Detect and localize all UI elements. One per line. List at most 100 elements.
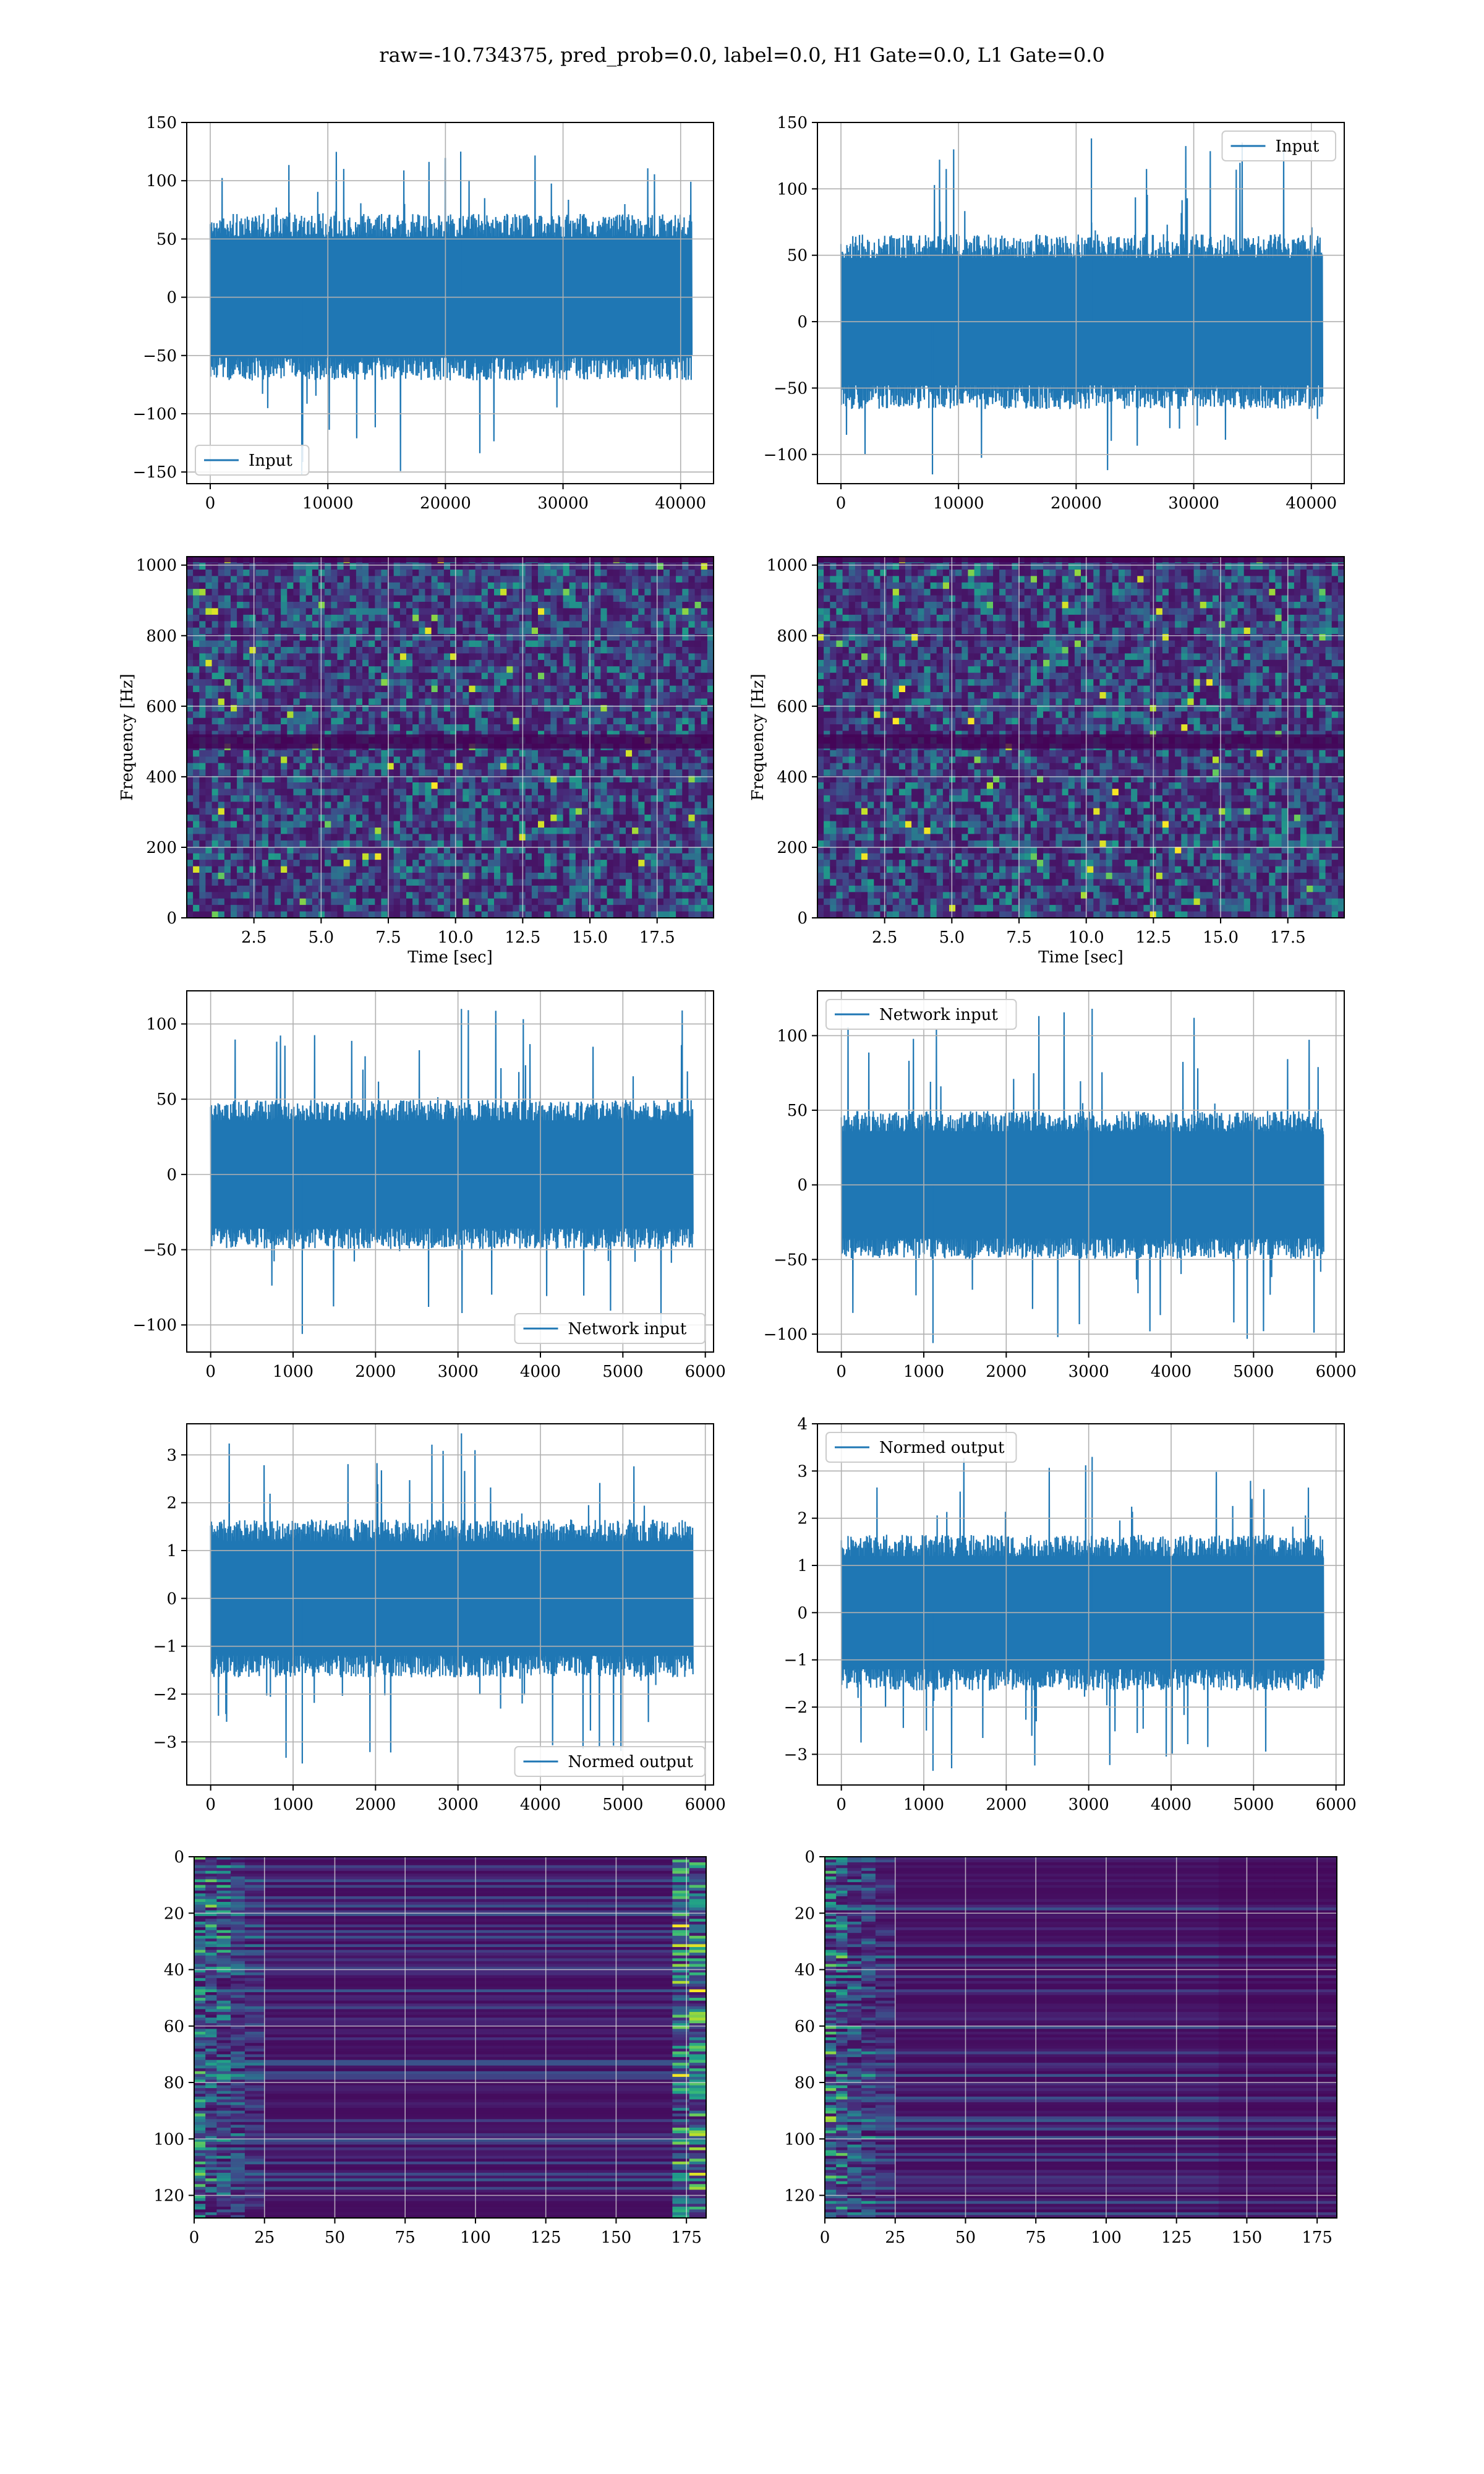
heatmap-cell [205, 795, 213, 802]
heatmap-cell [387, 634, 394, 641]
heatmap-cell [644, 828, 652, 834]
heatmap-cell [513, 704, 520, 712]
heatmap-cell [387, 782, 394, 789]
heatmap-cell [387, 840, 394, 847]
heatmap-cell [337, 789, 344, 796]
heatmap-cell [255, 711, 263, 719]
heatmap-cell [224, 879, 231, 886]
heatmap-cell [293, 679, 301, 687]
heatmap-cell [443, 621, 451, 628]
heatmap-cell [243, 911, 250, 918]
heatmap-cell [299, 595, 307, 602]
heatmap-cell [563, 679, 570, 687]
heatmap-cell [268, 763, 275, 770]
heatmap-cell [688, 789, 696, 796]
heatmap-cell [582, 769, 589, 777]
heatmap-cell [830, 750, 837, 757]
heatmap-cell [218, 730, 225, 738]
heatmap-cell [318, 717, 325, 725]
heatmap-cell [381, 828, 388, 834]
heatmap-cell [594, 653, 601, 661]
heatmap-cell [399, 563, 407, 570]
heatmap-cell [381, 640, 388, 648]
heatmap-cell [275, 866, 281, 873]
heatmap-cell [287, 905, 294, 912]
heatmap-cell [437, 589, 445, 596]
heatmap-cell [375, 724, 382, 732]
heatmap-cell [393, 595, 401, 602]
heatmap-cell [544, 808, 551, 815]
heatmap-cell [437, 873, 445, 880]
heatmap-cell [369, 860, 375, 867]
heatmap-cell [218, 666, 225, 674]
heatmap-cell [211, 627, 219, 635]
heatmap-cell [318, 640, 325, 648]
heatmap-cell [356, 847, 363, 854]
heatmap-cell [600, 905, 608, 912]
heatmap-cell [218, 602, 225, 609]
heatmap-cell [644, 698, 652, 706]
heatmap-cell [375, 789, 382, 796]
heatmap-cell [469, 704, 476, 712]
heatmap-cell [349, 834, 357, 841]
heatmap-cell [343, 789, 351, 796]
heatmap-cell [582, 905, 589, 912]
heatmap-cell [218, 840, 225, 847]
heatmap-cell [632, 569, 639, 576]
heatmap-cell [707, 627, 714, 635]
heatmap-cell [318, 685, 325, 693]
heatmap-cell [481, 659, 488, 667]
heatmap-cell [701, 750, 708, 757]
heatmap-cell [287, 898, 294, 905]
heatmap-cell [218, 692, 225, 699]
heatmap-cell [600, 879, 608, 886]
heatmap-cell [506, 666, 513, 674]
heatmap-cell [318, 704, 325, 712]
heatmap-cell [500, 685, 507, 693]
heatmap-cell [193, 724, 200, 732]
heatmap-cell [594, 821, 601, 828]
heatmap-cell [187, 724, 194, 732]
heatmap-cell [299, 672, 307, 680]
heatmap-cell [406, 853, 413, 860]
heatmap-cell [650, 892, 658, 899]
heatmap-cell [525, 795, 532, 802]
heatmap-cell [231, 582, 237, 589]
heatmap-cell [670, 860, 676, 867]
heatmap-cell [231, 730, 237, 738]
heatmap-cell [494, 898, 501, 905]
heatmap-cell [431, 789, 438, 796]
heatmap-cell [249, 679, 257, 687]
heatmap-cell [619, 828, 626, 834]
heatmap-cell [349, 756, 357, 764]
heatmap-cell [463, 853, 469, 860]
heatmap-cell [381, 905, 388, 912]
heatmap-cell [450, 704, 457, 712]
heatmap-cell [481, 853, 488, 860]
heatmap-cell [707, 763, 714, 770]
heatmap-cell [701, 808, 708, 815]
heatmap-cell [563, 569, 570, 576]
heatmap-cell [657, 769, 664, 777]
heatmap-cell [650, 789, 658, 796]
heatmap-cell [556, 627, 564, 635]
heatmap-cell [469, 802, 476, 809]
heatmap-cell [663, 563, 670, 570]
heatmap-cell [619, 853, 626, 860]
heatmap-cell [393, 756, 401, 764]
heatmap-cell [237, 608, 244, 615]
heatmap-cell [632, 911, 639, 918]
heatmap-cell [443, 873, 451, 880]
heatmap-cell [650, 647, 658, 654]
heatmap-cell [262, 789, 269, 796]
heatmap-cell [437, 808, 445, 815]
heatmap-cell [437, 860, 445, 867]
heatmap-cell [437, 730, 445, 738]
heatmap-cell [644, 840, 652, 847]
heatmap-cell [387, 640, 394, 648]
heatmap-cell [255, 685, 263, 693]
heatmap-cell [224, 614, 231, 622]
heatmap-cell [670, 802, 676, 809]
heatmap-cell [575, 692, 582, 699]
heatmap-cell [613, 776, 620, 783]
